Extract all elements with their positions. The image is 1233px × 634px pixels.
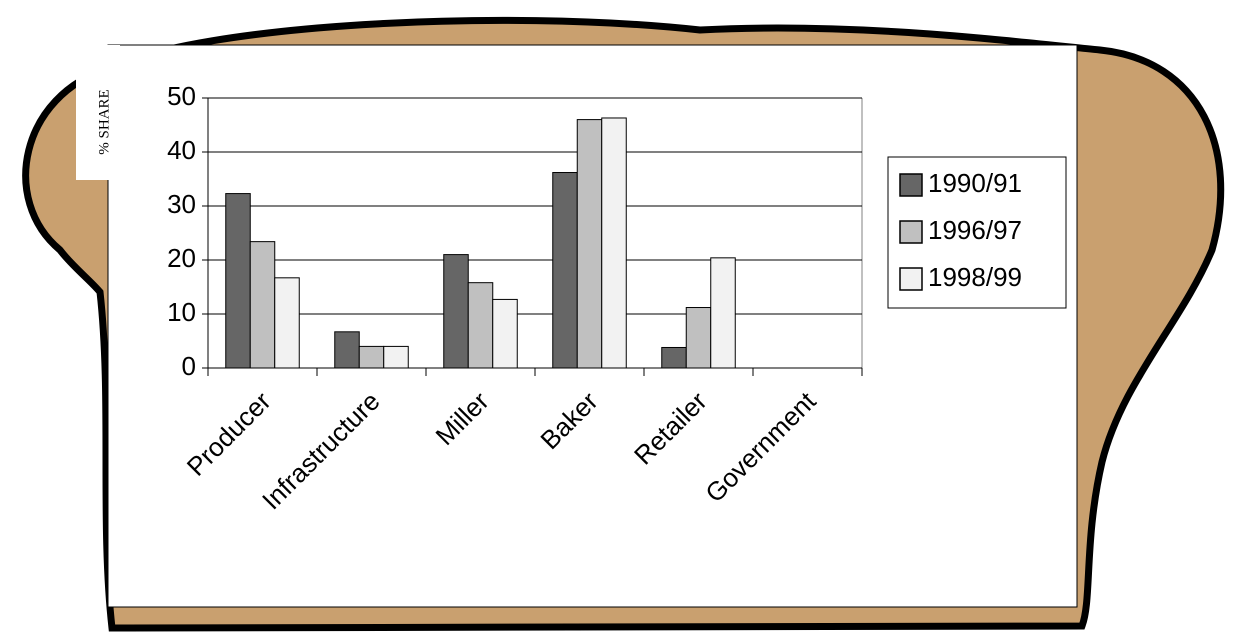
bar [492, 298, 518, 369]
y-tick-label: 10 [167, 297, 196, 327]
y-tick-label: 20 [167, 243, 196, 273]
bar [383, 345, 409, 369]
bar [467, 282, 494, 369]
y-tick-label: 30 [167, 189, 196, 219]
bar [443, 254, 469, 369]
legend-swatch [899, 173, 923, 197]
legend-label: 1990/91 [928, 168, 1022, 198]
y-tick-label: 0 [182, 351, 196, 381]
bar [552, 172, 578, 369]
bar [225, 193, 251, 369]
y-axis-label: % SHARE [96, 89, 112, 154]
bar [576, 119, 603, 369]
bar [601, 117, 627, 369]
bar [661, 346, 687, 369]
bar [685, 307, 712, 369]
y-tick-label: 50 [167, 81, 196, 111]
legend-swatch [899, 267, 923, 291]
y-label-box [76, 45, 120, 180]
bar [274, 277, 300, 369]
bar [710, 257, 736, 369]
bar [334, 331, 360, 369]
legend-swatch [899, 220, 923, 244]
legend-label: 1996/97 [928, 215, 1022, 245]
bar [358, 345, 385, 369]
bar [249, 241, 276, 369]
y-tick-label: 40 [167, 135, 196, 165]
legend-label: 1998/99 [928, 262, 1022, 292]
